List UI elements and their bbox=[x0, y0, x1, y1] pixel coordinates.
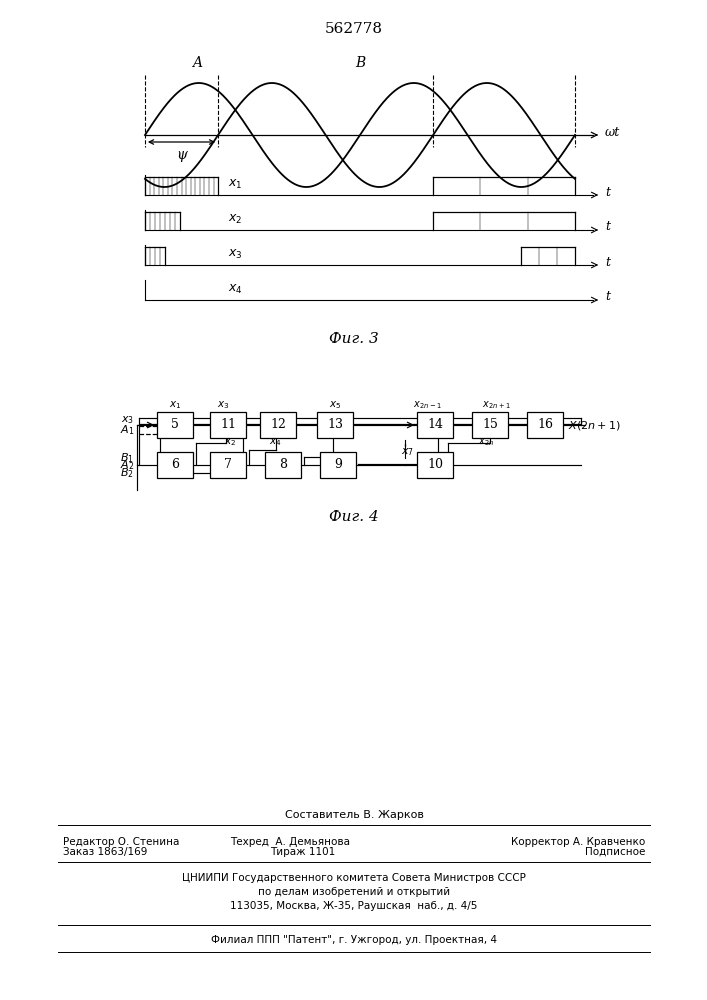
Text: 16: 16 bbox=[537, 418, 553, 432]
Bar bbox=[320, 452, 356, 478]
Text: $A_1$: $A_1$ bbox=[119, 423, 134, 437]
Text: t: t bbox=[605, 221, 610, 233]
Text: $x_1$: $x_1$ bbox=[169, 399, 181, 411]
Text: Редактор О. Стенина: Редактор О. Стенина bbox=[63, 837, 180, 847]
Text: $X(2n+1)$: $X(2n+1)$ bbox=[568, 418, 621, 432]
Text: Корректор А. Кравченко: Корректор А. Кравченко bbox=[510, 837, 645, 847]
Text: $x_3$: $x_3$ bbox=[121, 414, 134, 426]
Bar bbox=[317, 412, 353, 438]
Text: B: B bbox=[355, 56, 365, 70]
Bar bbox=[210, 452, 246, 478]
Text: $x_{2n-1}$: $x_{2n-1}$ bbox=[413, 399, 441, 411]
Text: Заказ 1863/169: Заказ 1863/169 bbox=[63, 847, 147, 857]
Text: 15: 15 bbox=[482, 418, 498, 432]
Text: $B_2$: $B_2$ bbox=[120, 466, 134, 480]
Text: 14: 14 bbox=[427, 418, 443, 432]
Bar bbox=[210, 412, 246, 438]
Bar bbox=[527, 412, 563, 438]
Text: 562778: 562778 bbox=[325, 22, 383, 36]
Text: Тираж 1101: Тираж 1101 bbox=[270, 847, 335, 857]
Text: 5: 5 bbox=[171, 418, 179, 432]
Text: по делам изобретений и открытий: по делам изобретений и открытий bbox=[258, 887, 450, 897]
Bar bbox=[157, 452, 193, 478]
Text: $x_3$: $x_3$ bbox=[217, 399, 229, 411]
Text: 12: 12 bbox=[270, 418, 286, 432]
Text: $x_5$: $x_5$ bbox=[329, 399, 341, 411]
Text: 10: 10 bbox=[427, 458, 443, 472]
Text: 8: 8 bbox=[279, 458, 287, 472]
Text: $x_4$: $x_4$ bbox=[269, 436, 281, 448]
Text: 7: 7 bbox=[224, 458, 232, 472]
Text: $x_2$: $x_2$ bbox=[228, 212, 243, 226]
Bar bbox=[157, 412, 193, 438]
Text: $x_7$: $x_7$ bbox=[402, 446, 414, 458]
Text: Составитель В. Жарков: Составитель В. Жарков bbox=[284, 810, 423, 820]
Bar bbox=[260, 412, 296, 438]
Text: $x_{2n}$: $x_{2n}$ bbox=[478, 436, 494, 448]
Bar bbox=[417, 412, 453, 438]
Text: ЦНИИПИ Государственного комитета Совета Министров СССР: ЦНИИПИ Государственного комитета Совета … bbox=[182, 873, 526, 883]
Text: Фиг. 4: Фиг. 4 bbox=[329, 510, 379, 524]
Text: Подписное: Подписное bbox=[585, 847, 645, 857]
Text: 9: 9 bbox=[334, 458, 342, 472]
Text: 113035, Москва, Ж-35, Раушская  наб., д. 4/5: 113035, Москва, Ж-35, Раушская наб., д. … bbox=[230, 901, 478, 911]
Text: 13: 13 bbox=[327, 418, 343, 432]
Text: t: t bbox=[605, 255, 610, 268]
Text: 6: 6 bbox=[171, 458, 179, 472]
Text: ωt: ωt bbox=[605, 125, 620, 138]
Text: ψ: ψ bbox=[176, 148, 187, 162]
Text: 11: 11 bbox=[220, 418, 236, 432]
Text: $A_2$: $A_2$ bbox=[119, 458, 134, 472]
Text: $B_1$: $B_1$ bbox=[120, 451, 134, 465]
Text: Техред  А. Демьянова: Техред А. Демьянова bbox=[230, 837, 350, 847]
Text: $x_2$: $x_2$ bbox=[224, 436, 236, 448]
Bar bbox=[472, 412, 508, 438]
Text: Филиал ППП "Патент", г. Ужгород, ул. Проектная, 4: Филиал ППП "Патент", г. Ужгород, ул. Про… bbox=[211, 935, 497, 945]
Text: t: t bbox=[605, 290, 610, 304]
Text: t: t bbox=[605, 186, 610, 198]
Text: $x_3$: $x_3$ bbox=[228, 247, 243, 261]
Text: A: A bbox=[192, 56, 202, 70]
Text: $x_1$: $x_1$ bbox=[228, 177, 243, 191]
Text: $x_4$: $x_4$ bbox=[228, 282, 243, 296]
Text: $x_{2n+1}$: $x_{2n+1}$ bbox=[481, 399, 510, 411]
Text: Фиг. 3: Фиг. 3 bbox=[329, 332, 379, 346]
Bar bbox=[265, 452, 301, 478]
Bar bbox=[417, 452, 453, 478]
